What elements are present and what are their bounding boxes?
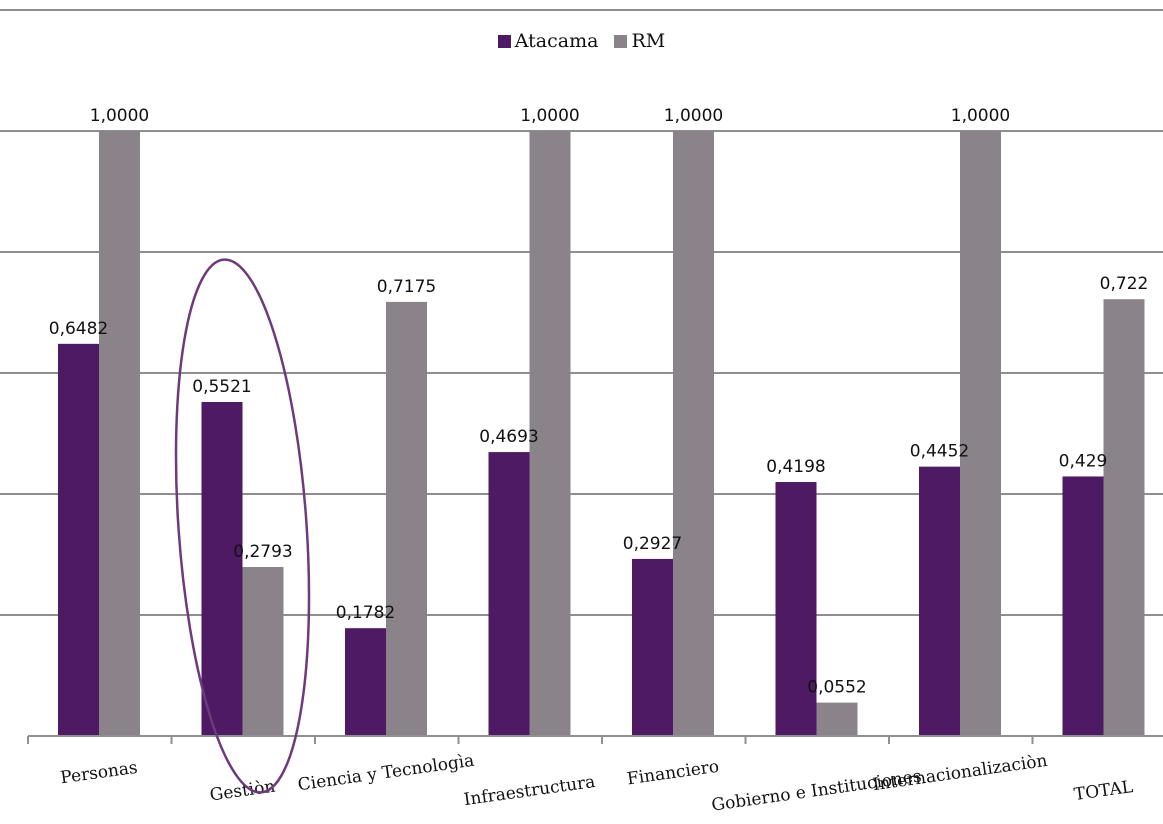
x-tick-label-2: Ciencia y Tecnologìa xyxy=(297,751,476,796)
x-tick-label-4: Financiero xyxy=(626,757,721,790)
data-label-atacama-1: 0,5521 xyxy=(192,377,251,397)
bar-rm-0 xyxy=(99,131,140,736)
legend-item-atacama: Atacama xyxy=(497,30,599,52)
data-label-rm-5: 0,0552 xyxy=(807,678,866,698)
data-label-rm-2: 0,7175 xyxy=(377,277,436,297)
bar-rm-3 xyxy=(529,131,571,736)
bar-rm-2 xyxy=(386,301,427,736)
legend-label-atacama: Atacama xyxy=(514,30,599,52)
bars xyxy=(58,131,1145,736)
highlight-ellipse xyxy=(174,258,311,794)
x-tick-label-7: TOTAL xyxy=(1073,777,1134,805)
bar-atacama-7 xyxy=(1062,476,1104,736)
data-label-atacama-6: 0,4452 xyxy=(910,442,969,462)
legend-swatch-atacama xyxy=(497,34,511,48)
data-label-rm-1: 0,2793 xyxy=(233,542,292,562)
highlight xyxy=(174,258,311,794)
bar-atacama-3 xyxy=(488,452,530,736)
bar-rm-1 xyxy=(242,567,284,736)
bar-atacama-5 xyxy=(775,482,817,736)
data-label-atacama-4: 0,2927 xyxy=(623,534,682,554)
x-tick-label-0: Personas xyxy=(59,758,139,789)
bar-rm-4 xyxy=(673,131,714,736)
legend-swatch-rm xyxy=(614,34,628,48)
data-label-rm-4: 1,0000 xyxy=(664,106,723,126)
bar-rm-6 xyxy=(960,131,1001,736)
bar-atacama-4 xyxy=(632,558,673,736)
legend-label-rm: RM xyxy=(631,30,666,52)
data-label-atacama-0: 0,6482 xyxy=(49,319,108,339)
bar-rm-7 xyxy=(1103,299,1145,736)
data-labels: 0,6482 1,0000 0,5521 0,2793 0,1782 0,7175 0,46… xyxy=(49,106,1149,698)
data-label-rm-6: 1,0000 xyxy=(951,106,1010,126)
x-tick-label-6: Internacionalizaciòn xyxy=(871,751,1048,795)
legend-item-rm: RM xyxy=(614,30,665,52)
data-label-atacama-7: 0,429 xyxy=(1059,451,1108,471)
data-label-rm-3: 1,0000 xyxy=(520,106,579,126)
legend: Atacama RM xyxy=(0,30,1163,52)
bar-rm-5 xyxy=(816,702,858,736)
bar-atacama-6 xyxy=(919,466,960,736)
data-label-rm-7: 0,722 xyxy=(1100,274,1149,294)
data-label-atacama-5: 0,4198 xyxy=(766,457,825,477)
x-tick-label-3: Infraestructura xyxy=(463,772,597,810)
bar-atacama-2 xyxy=(345,628,386,736)
bar-atacama-0 xyxy=(58,343,99,736)
bar-atacama-1 xyxy=(201,401,243,736)
data-label-atacama-2: 0,1782 xyxy=(336,603,395,623)
data-label-rm-0: 1,0000 xyxy=(90,106,149,126)
data-label-atacama-3: 0,4693 xyxy=(479,427,538,447)
